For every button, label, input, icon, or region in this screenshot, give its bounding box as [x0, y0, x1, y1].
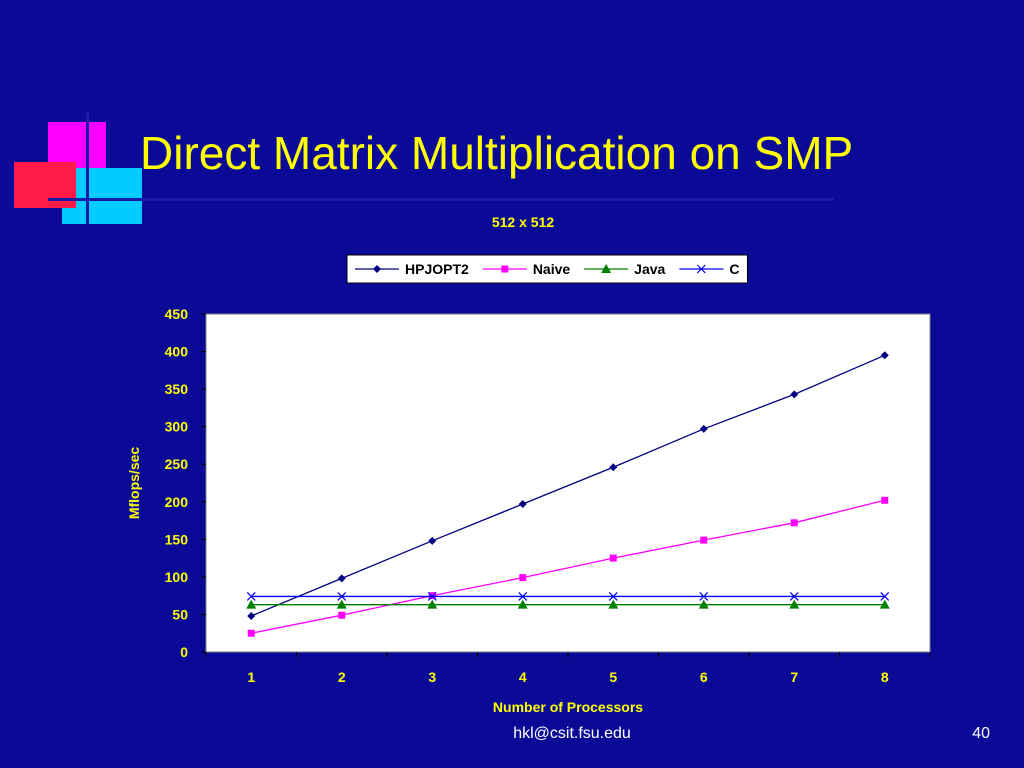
x-tick-label: 8	[881, 669, 889, 685]
data-point-c	[518, 591, 528, 601]
legend-label-java: Java	[634, 261, 665, 277]
y-axis-label: Mflops/sec	[126, 447, 142, 520]
data-point-naive	[790, 519, 798, 527]
slide-title: Direct Matrix Multiplication on SMP	[140, 127, 854, 179]
data-point-hpjopt2	[518, 500, 527, 509]
y-tick-label: 400	[165, 344, 189, 360]
y-tick-label: 100	[165, 569, 189, 585]
x-tick-label: 2	[338, 669, 346, 685]
data-point-hpjopt2	[880, 351, 889, 360]
data-point-c	[337, 591, 347, 601]
plot-area	[205, 313, 931, 653]
data-point-java	[879, 599, 890, 609]
series-line-naive	[251, 499, 885, 634]
data-point-java	[427, 599, 438, 609]
data-point-c	[246, 591, 256, 601]
data-point-c	[427, 591, 437, 601]
data-point-hpjopt2	[790, 390, 799, 399]
legend-label-c: C	[729, 261, 739, 277]
data-point-naive	[700, 536, 708, 544]
legend-marker-java	[601, 264, 612, 273]
data-point-hpjopt2	[428, 536, 437, 545]
data-point-java	[698, 599, 709, 609]
y-tick-label: 0	[180, 644, 188, 660]
legend-marker-naive	[501, 265, 509, 273]
decor-vertical-line	[86, 112, 89, 224]
y-tick-label: 350	[165, 381, 189, 397]
y-tick-label: 200	[165, 494, 189, 510]
x-tick-label: 1	[247, 669, 255, 685]
data-point-naive	[247, 629, 255, 637]
data-point-hpjopt2	[699, 424, 708, 433]
data-point-hpjopt2	[609, 463, 618, 472]
legend-label-hpjopt2: HPJOPT2	[405, 261, 469, 277]
x-tick-label: 4	[519, 669, 527, 685]
data-point-hpjopt2	[247, 611, 256, 620]
series-line-hpjopt2	[251, 354, 886, 617]
legend-label-naive: Naive	[533, 261, 571, 277]
chart-title: 512 x 512	[492, 214, 554, 230]
x-tick-label: 5	[609, 669, 617, 685]
data-point-c	[789, 591, 799, 601]
y-tick-label: 300	[165, 419, 189, 435]
data-point-naive	[519, 574, 527, 582]
data-point-java	[517, 599, 528, 609]
data-point-java	[608, 599, 619, 609]
x-tick-label: 6	[700, 669, 708, 685]
footer-email: hkl@csit.fsu.edu	[513, 725, 631, 742]
legend	[346, 254, 748, 284]
data-point-naive	[609, 554, 617, 562]
y-tick-label: 50	[172, 606, 188, 622]
x-tick-label: 7	[790, 669, 798, 685]
data-point-java	[336, 599, 347, 609]
data-point-c	[608, 591, 618, 601]
data-point-naive	[881, 496, 889, 504]
data-point-c	[880, 591, 890, 601]
y-tick-label: 150	[165, 531, 189, 547]
data-point-java	[246, 599, 257, 609]
y-tick-label: 450	[165, 306, 189, 322]
data-point-naive	[338, 611, 346, 619]
data-point-java	[789, 599, 800, 609]
data-point-hpjopt2	[337, 574, 346, 583]
x-axis-label: Number of Processors	[493, 699, 643, 715]
legend-marker-c	[696, 264, 706, 274]
title-underline	[48, 198, 834, 201]
y-tick-label: 250	[165, 456, 189, 472]
legend-marker-hpjopt2	[373, 265, 381, 273]
data-point-c	[699, 591, 709, 601]
page-number: 40	[972, 725, 990, 742]
x-tick-label: 3	[428, 669, 436, 685]
